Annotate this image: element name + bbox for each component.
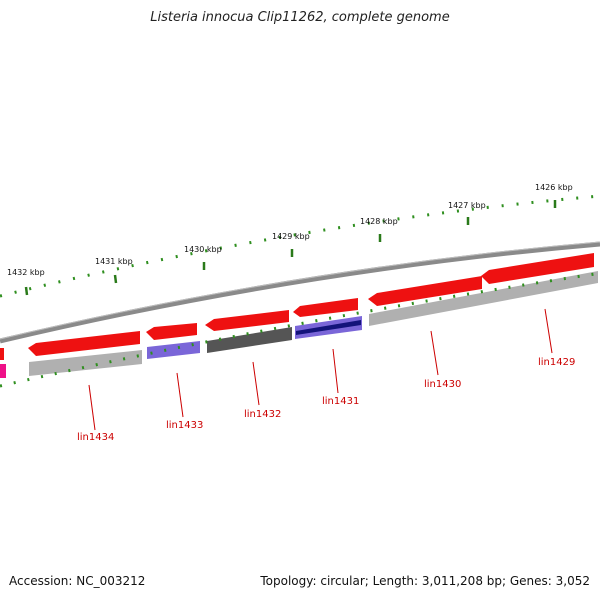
genome-backbone-highlight [0, 241, 600, 340]
gene-label-lin1434[interactable]: lin1434 [77, 432, 114, 443]
genome-backbone [0, 241, 600, 344]
cds-features [0, 271, 598, 378]
gene-label-lin1429[interactable]: lin1429 [538, 357, 575, 368]
tick-label-1427: 1427 kbp [448, 201, 486, 210]
tick-labels: 1432 kbp 1431 kbp 1430 kbp 1429 kbp 1428… [7, 183, 573, 277]
tick-label-1426: 1426 kbp [535, 183, 573, 192]
leader-lin1429 [544, 308, 553, 354]
gene-label-lin1433[interactable]: lin1433 [166, 420, 203, 431]
cds-lin1430-lin1429 [369, 271, 598, 326]
leader-lin1433 [176, 372, 184, 418]
gene-arrow-lin1431 [293, 298, 358, 317]
cds-lin1433 [147, 341, 200, 359]
map-title: Listeria innocua Clip11262, complete gen… [150, 10, 450, 25]
gene-arrow-lin1430 [368, 276, 482, 306]
leader-lin1431 [332, 348, 339, 394]
gene-arrow-left-edge [0, 348, 4, 360]
tick-label-1430: 1430 kbp [184, 245, 222, 254]
cds-magenta-edge [0, 364, 6, 378]
tick-label-1428: 1428 kbp [360, 217, 398, 226]
genome-summary-text: Topology: circular; Length: 3,011,208 bp… [260, 574, 590, 588]
leader-lin1434 [88, 384, 96, 431]
major-tick-1432 [24, 286, 29, 296]
gene-label-lin1430[interactable]: lin1430 [424, 379, 461, 390]
gene-arrow-lin1432 [205, 310, 289, 331]
accession-text: Accession: NC_003212 [9, 574, 146, 588]
forward-strand-genes [0, 253, 594, 360]
leader-lin1430 [430, 330, 439, 376]
gene-label-lin1432[interactable]: lin1432 [244, 409, 281, 420]
gene-labels: lin1434 lin1433 lin1432 lin1431 lin1430 … [77, 357, 575, 443]
gene-arrow-lin1433 [146, 323, 197, 340]
major-tick-1431 [113, 274, 118, 284]
tick-label-1432: 1432 kbp [7, 268, 45, 277]
gene-arrow-lin1434 [28, 331, 140, 356]
cds-lin1431-core [296, 320, 361, 335]
gene-label-leaders [88, 308, 553, 431]
tick-label-1429: 1429 kbp [272, 232, 310, 241]
leader-lin1432 [252, 361, 260, 406]
gene-label-lin1431[interactable]: lin1431 [322, 396, 359, 407]
gene-arrow-lin1429 [481, 253, 594, 284]
cds-lin1432 [207, 327, 292, 353]
cds-lin1434 [29, 350, 142, 376]
outer-tick-ring [0, 194, 600, 298]
inner-tick-ring [0, 272, 596, 388]
tick-label-1431: 1431 kbp [95, 257, 133, 266]
